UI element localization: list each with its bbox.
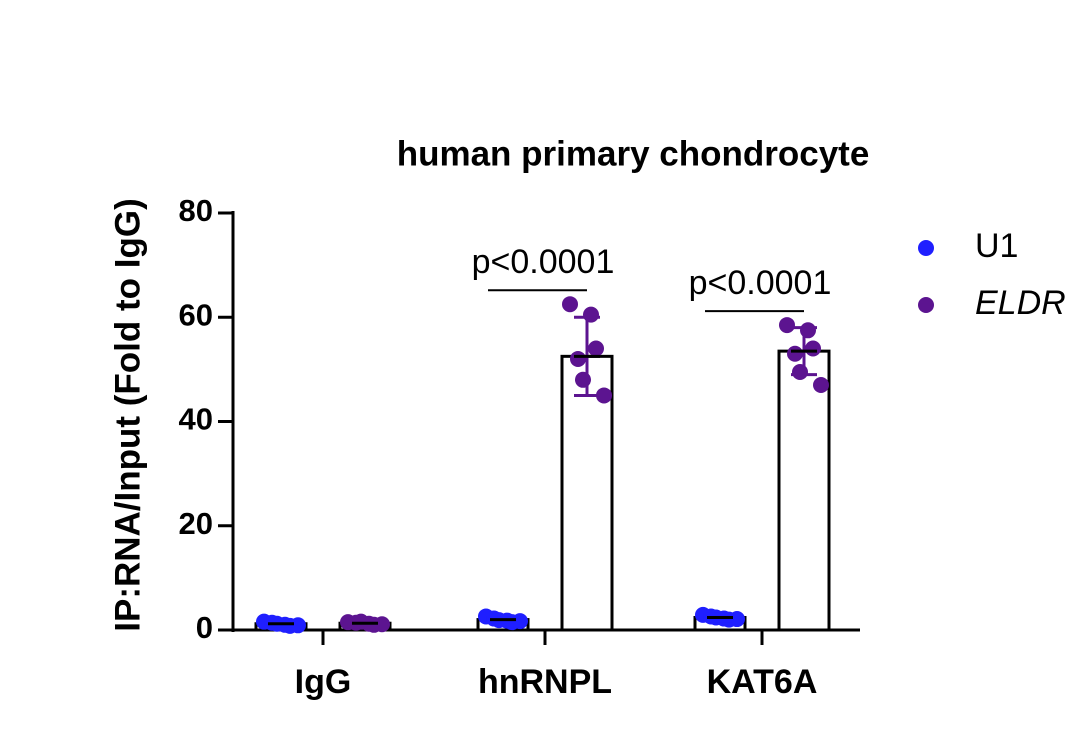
data-point bbox=[805, 340, 821, 357]
data-point bbox=[562, 296, 578, 313]
annotation: p<0.0001 bbox=[472, 243, 615, 281]
data-point bbox=[588, 340, 604, 357]
bar bbox=[777, 349, 831, 632]
y-axis-label: IP:RNA/Input (Fold to IgG) bbox=[108, 198, 147, 632]
data-point bbox=[779, 317, 795, 334]
y-tick-label: 20 bbox=[179, 506, 213, 541]
data-point bbox=[792, 363, 808, 380]
x-tick-label: hnRNPL bbox=[478, 663, 612, 701]
data-point bbox=[596, 387, 612, 404]
y-tick-label: 60 bbox=[179, 297, 213, 332]
legend-label: ELDR bbox=[975, 284, 1066, 322]
data-point bbox=[575, 371, 591, 388]
legend-marker bbox=[918, 240, 934, 256]
data-point bbox=[813, 377, 829, 394]
x-tick-label: KAT6A bbox=[707, 663, 818, 701]
y-tick-label: 80 bbox=[179, 193, 213, 228]
data-point bbox=[583, 306, 599, 323]
y-tick-label: 0 bbox=[196, 610, 213, 645]
chart-title: human primary chondrocyte bbox=[397, 134, 870, 173]
legend-label: U1 bbox=[975, 227, 1018, 265]
x-tick-label: IgG bbox=[295, 663, 352, 701]
legend-marker bbox=[918, 297, 934, 313]
annotation: p<0.0001 bbox=[689, 264, 832, 302]
y-tick-label: 40 bbox=[179, 402, 213, 437]
data-point bbox=[800, 322, 816, 339]
data-point bbox=[570, 350, 586, 367]
data-point bbox=[787, 345, 803, 362]
